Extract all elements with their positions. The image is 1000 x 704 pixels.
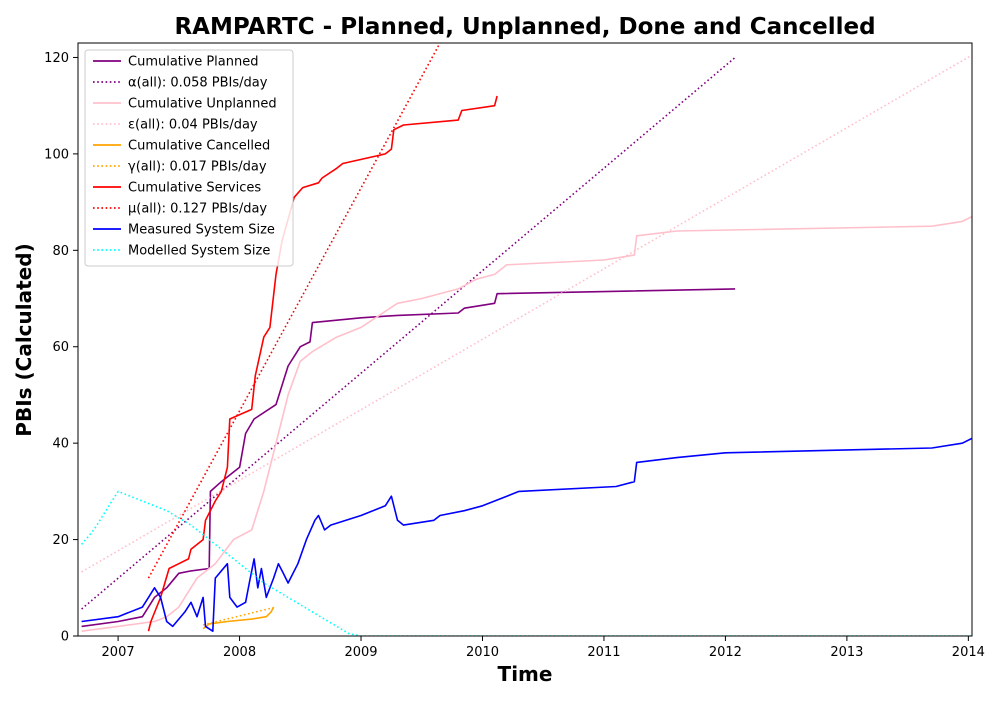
y-axis-ticks: 0 20 40 60 80 100 120: [44, 51, 78, 645]
x-tick-label-2010: 2010: [466, 645, 499, 660]
x-tick-label-2011: 2011: [587, 645, 620, 660]
legend-label-cumulative-cancelled-4: Cumulative Cancelled: [128, 139, 270, 154]
chart-title: RAMPARTC - Planned, Unplanned, Done and …: [174, 14, 875, 40]
plot-lines: [80, 43, 972, 636]
x-axis-label: Time: [498, 662, 553, 686]
legend-label-measured-system-size-8: Measured System Size: [128, 223, 275, 238]
series-line-measured-system-size-8: [81, 437, 972, 632]
x-tick-label-2009: 2009: [344, 645, 377, 660]
x-tick-label-2007: 2007: [102, 645, 135, 660]
legend-label-all-0-017-pbis-day-5: γ(all): 0.017 PBIs/day: [128, 160, 267, 175]
y-tick-label-60: 60: [52, 340, 69, 355]
legend-label-all-0-04-pbis-day-3: ε(all): 0.04 PBIs/day: [128, 118, 258, 133]
x-axis-ticks: 2007 2008 2009 2010 2011 2012 2013 2014: [102, 636, 985, 660]
series-line-all-0-04-pbis-day-3: [81, 54, 972, 573]
x-tick-label-2012: 2012: [709, 645, 742, 660]
x-tick-label-2014: 2014: [952, 645, 985, 660]
legend-label-cumulative-planned-0: Cumulative Planned: [128, 55, 258, 70]
series-line-cumulative-services-6: [147, 95, 498, 632]
legend-box: [84, 49, 294, 267]
series-line-cumulative-planned-0: [81, 288, 736, 628]
series-line-cumulative-cancelled-4: [202, 606, 275, 630]
legend-label-cumulative-services-6: Cumulative Services: [128, 181, 261, 196]
legend-label-modelled-system-size-9: Modelled System Size: [128, 244, 270, 259]
series-line-cumulative-unplanned-2: [81, 215, 972, 632]
y-tick-label-40: 40: [52, 437, 69, 452]
legend-label-cumulative-unplanned-2: Cumulative Unplanned: [128, 97, 277, 112]
y-tick-label-120: 120: [44, 51, 69, 66]
y-tick-label-20: 20: [52, 533, 69, 548]
y-tick-label-100: 100: [44, 147, 69, 162]
x-tick-label-2008: 2008: [223, 645, 256, 660]
y-tick-label-0: 0: [61, 630, 69, 645]
x-tick-label-2013: 2013: [830, 645, 863, 660]
legend: Cumulative Planned α(all): 0.058 PBIs/day…: [84, 49, 294, 267]
legend-label-all-0-058-pbis-day-1: α(all): 0.058 PBIs/day: [128, 76, 268, 91]
y-tick-label-80: 80: [52, 244, 69, 259]
legend-label-all-0-127-pbis-day-7: μ(all): 0.127 PBIs/day: [128, 202, 267, 217]
plot-frame: [77, 42, 973, 637]
series-line-all-0-127-pbis-day-7: [147, 43, 441, 579]
y-axis-label: PBIs (Calculated): [12, 243, 36, 436]
